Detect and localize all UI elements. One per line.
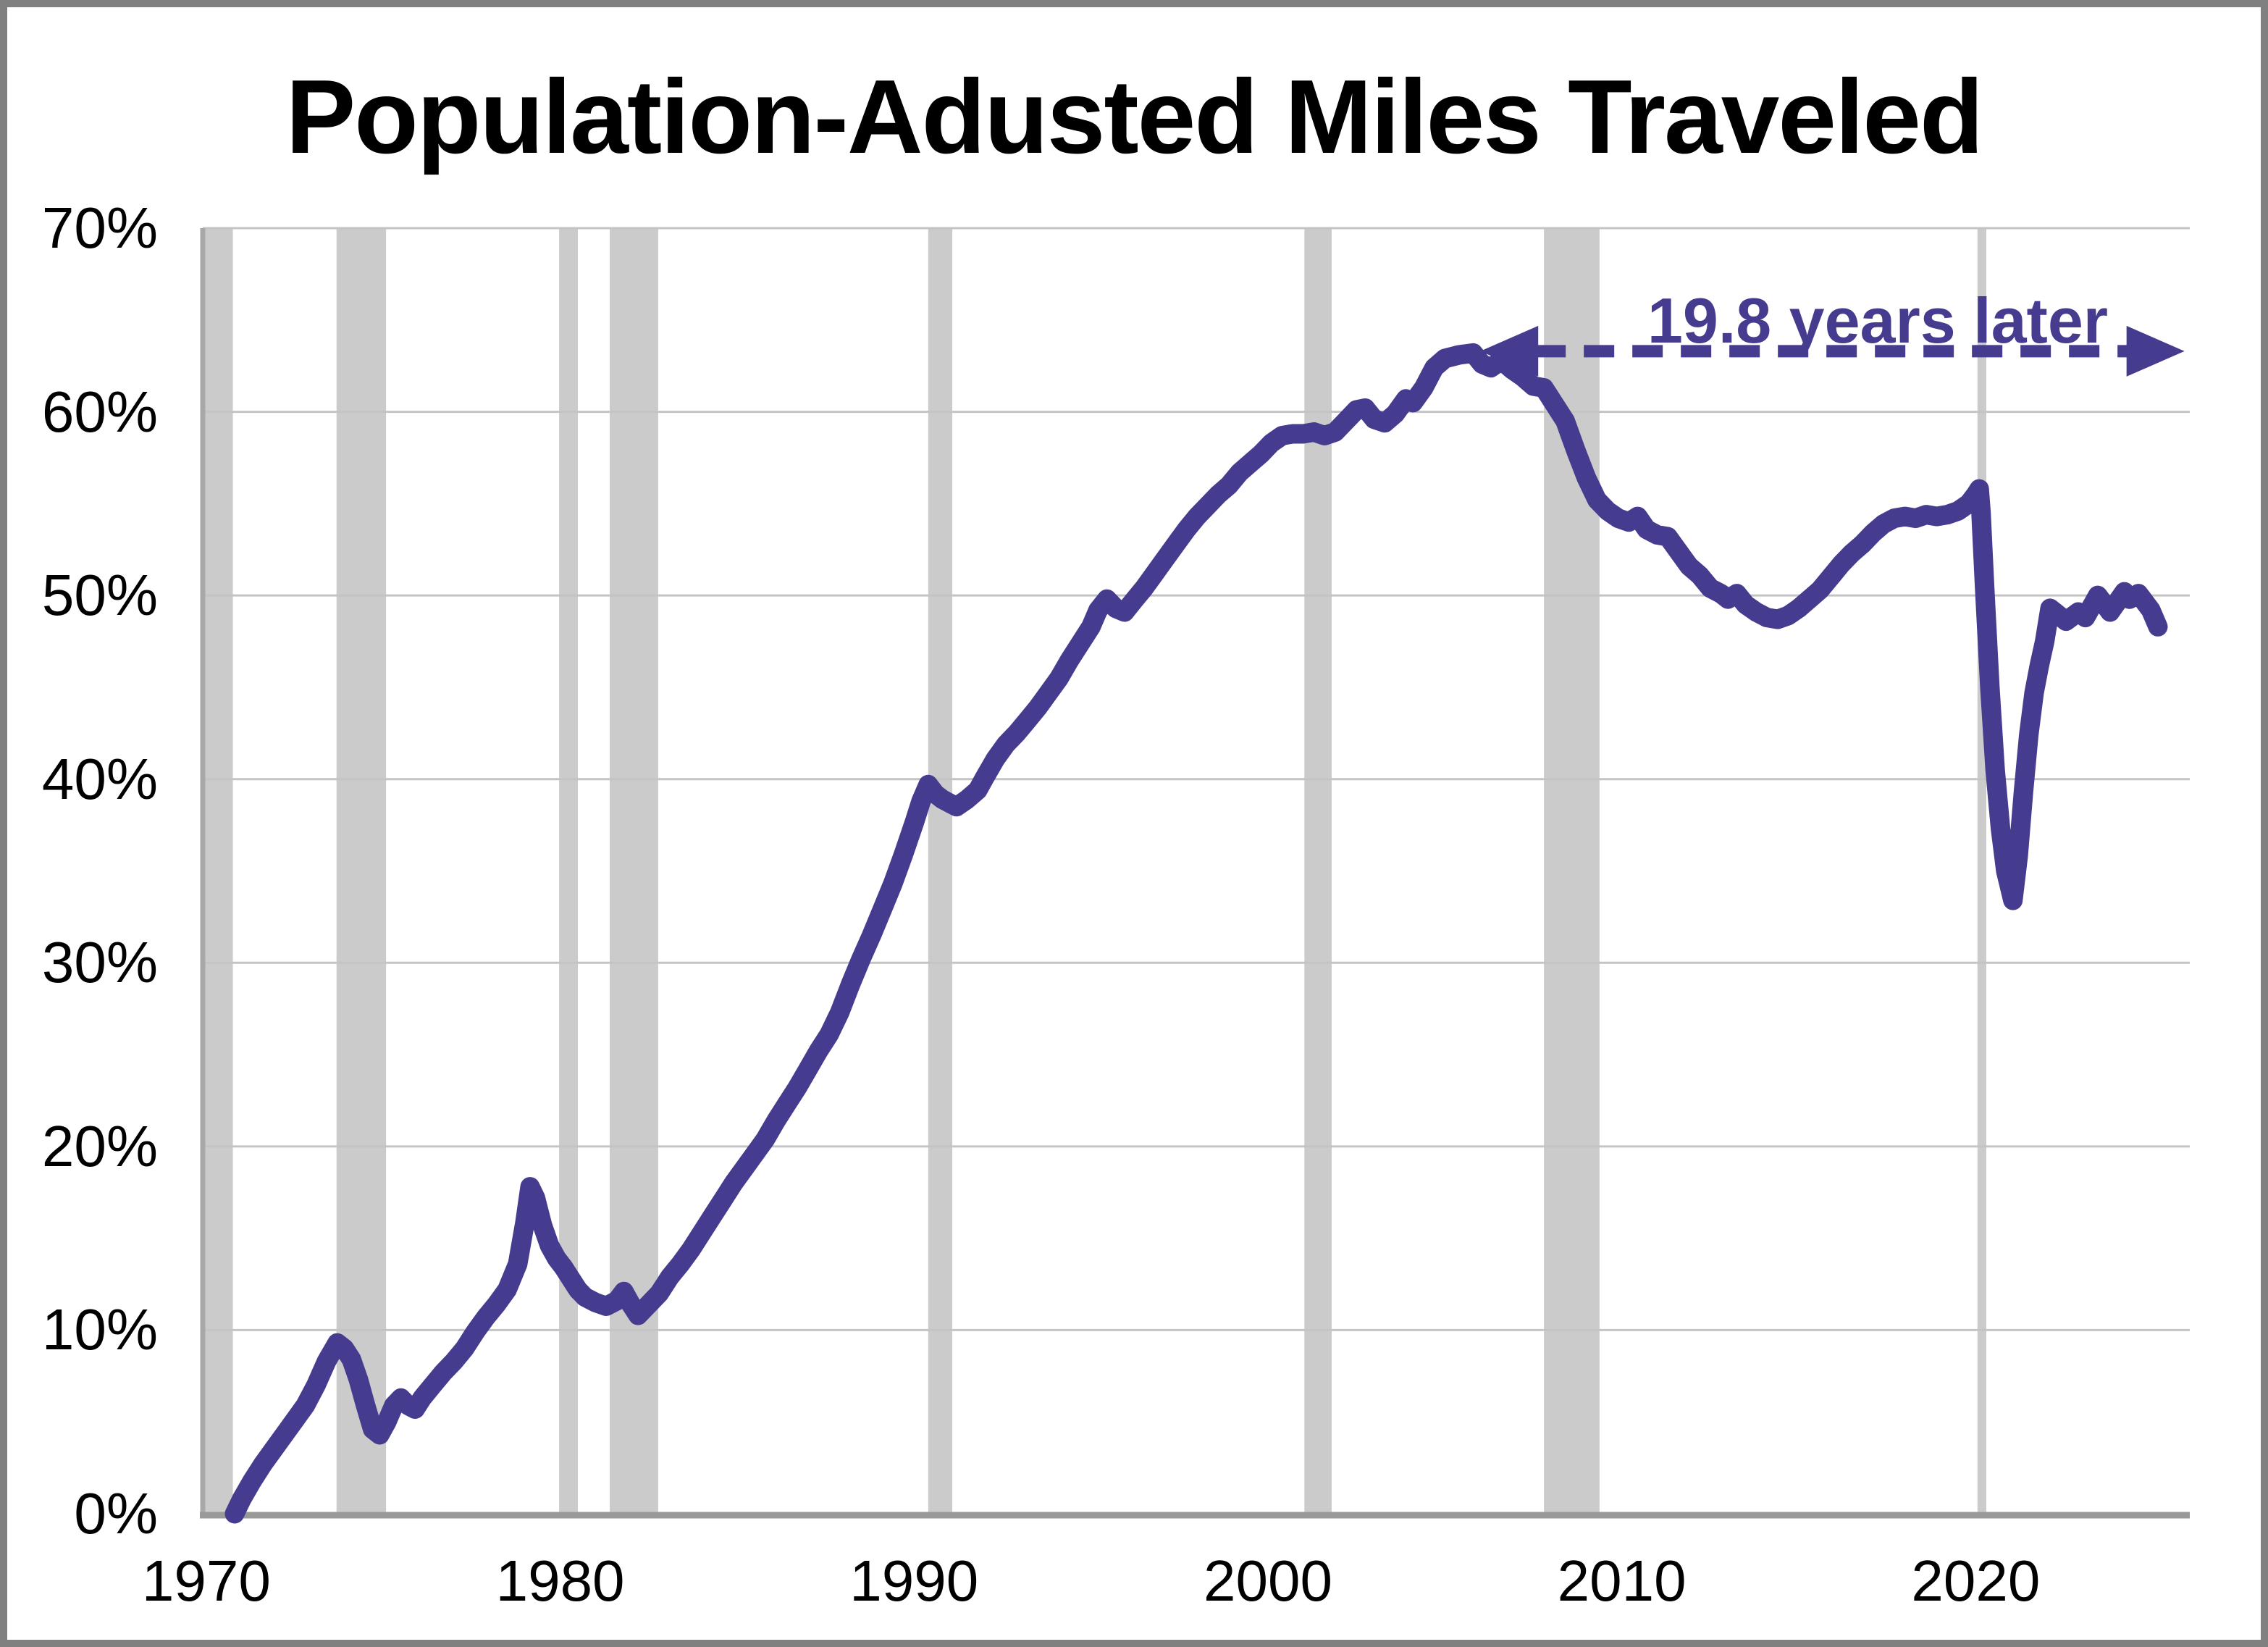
x-tick-label: 2000 <box>1203 1548 1332 1613</box>
annotation-label: 19.8 years later <box>1647 285 2109 356</box>
x-tick-label: 1990 <box>849 1548 979 1613</box>
y-tick-label: 30% <box>41 930 158 995</box>
recession-band <box>559 228 579 1514</box>
y-tick-label: 0% <box>74 1481 158 1546</box>
recession-band <box>1977 228 1987 1514</box>
recession-band <box>1304 228 1332 1514</box>
y-tick-label: 10% <box>41 1297 158 1362</box>
x-tick-label: 2020 <box>1911 1548 2041 1613</box>
y-tick-label: 40% <box>41 746 158 811</box>
recession-band <box>928 228 953 1514</box>
x-tick-label: 1970 <box>141 1548 271 1613</box>
annotation-arrow-right-head <box>2126 325 2185 377</box>
recession-band <box>203 228 233 1514</box>
x-tick-label: 2010 <box>1557 1548 1687 1613</box>
annotation-arrow-left-head <box>1480 325 1539 377</box>
y-tick-label: 60% <box>41 379 158 444</box>
chart-title: Population-Adusted Miles Traveled <box>285 58 1984 175</box>
recession-band <box>336 228 387 1514</box>
x-tick-label: 1980 <box>495 1548 625 1613</box>
y-tick-label: 70% <box>41 196 158 260</box>
miles-traveled-line <box>224 343 2168 1524</box>
y-tick-label: 20% <box>41 1113 158 1178</box>
y-tick-label: 50% <box>41 563 158 628</box>
